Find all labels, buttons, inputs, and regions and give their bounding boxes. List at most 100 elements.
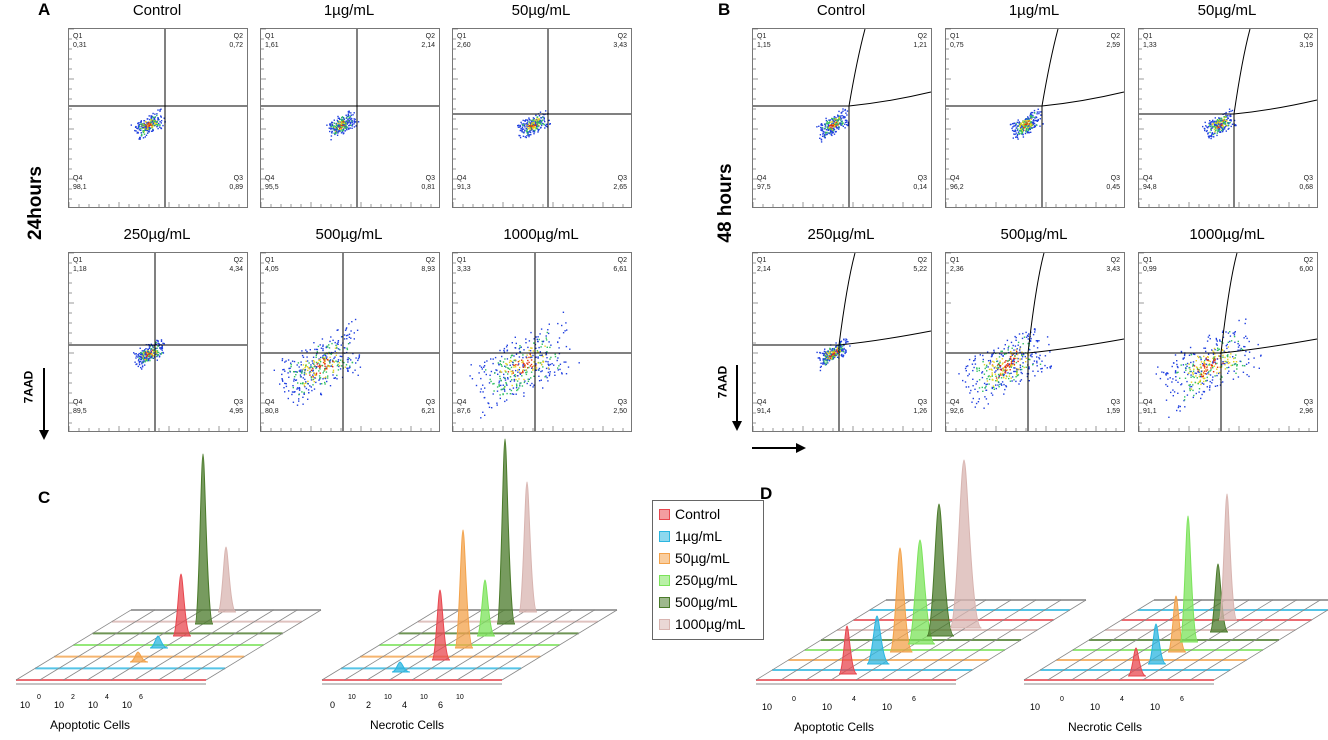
tick-c_right-5: 10 (420, 694, 428, 701)
quadrant-value-q1: 2,36 (950, 266, 964, 273)
legend-label: 1000µg/mL (675, 616, 746, 632)
flow-plot-a-0: Q1 0,31 Q2 0,72 Q4 98,1 Q3 0,89 (68, 28, 248, 208)
quadrant-name-q4: Q4 (950, 399, 960, 406)
flow-plot-a-1: Q1 1,61 Q2 2,14 Q4 95,5 Q3 0,81 (260, 28, 440, 208)
tick-c_left-1: 0 (37, 694, 41, 701)
quadrant-name-q4: Q4 (1143, 399, 1153, 406)
peak-c-left-1 (149, 635, 169, 649)
quadrant-value-q4: 91,4 (757, 408, 771, 415)
quadrant-name-q3: Q3 (917, 399, 927, 406)
panel-letter-d: D (760, 484, 773, 503)
quadrant-name-q2: Q2 (1303, 257, 1313, 264)
flow-plot-b-4: Q1 2,36 Q2 3,43 Q4 92,6 Q3 1,59 (945, 252, 1125, 432)
quadrant-name-q1: Q1 (950, 33, 960, 40)
quadrant-name-q4: Q4 (757, 175, 767, 182)
legend-swatch (659, 508, 670, 520)
quadrant-name-q3: Q3 (233, 175, 243, 182)
peak-d-left-control (838, 625, 858, 675)
quadrant-name-q2: Q2 (617, 33, 627, 40)
tick-d_left-5: 6 (912, 696, 916, 703)
plot-title-b-0: Control (816, 2, 866, 19)
flow-plot-a-2: Q1 2,60 Q2 3,43 Q4 91,3 Q3 2,65 (452, 28, 632, 208)
quadrant-name-q3: Q3 (1110, 175, 1120, 182)
legend-swatch (659, 574, 670, 586)
quadrant-value-q3: 1,59 (1106, 408, 1120, 415)
legend-label: 250µg/mL (675, 572, 738, 588)
legend-item-5: 1000µg/mL (659, 615, 745, 633)
panel-letter-a: A (38, 0, 51, 19)
peak-d-right-1000 (1218, 493, 1238, 621)
quadrant-name-q4: Q4 (265, 399, 275, 406)
quadrant-value-q4: 97,5 (757, 184, 771, 191)
peak-c-right-50 (454, 529, 474, 649)
d-left-xlabel: Apoptotic Cells (794, 720, 875, 734)
plot-title-b-1: 1µg/mL (1008, 2, 1060, 19)
quadrant-name-q1: Q1 (265, 257, 275, 264)
legend-item-4: 500µg/mL (659, 593, 738, 611)
quadrant-name-q3: Q3 (1303, 175, 1313, 182)
scatter-a-4 (260, 252, 439, 431)
c-left-xlabel: Apoptotic Cells (50, 718, 131, 732)
quadrant-name-q3: Q3 (425, 175, 435, 182)
tick-d_right-1: 0 (1060, 696, 1064, 703)
quadrant-name-q4: Q4 (73, 399, 83, 406)
tick-c_right-2: 2 (366, 700, 372, 710)
quadrant-name-q1: Q1 (757, 257, 767, 264)
peak-c-right-1000 (518, 481, 538, 613)
quadrant-name-q1: Q1 (265, 33, 275, 40)
peak-c-left-control (172, 573, 192, 637)
flow-plot-b-3: Q1 2,14 Q2 5,22 Q4 91,4 Q3 1,26 (752, 252, 932, 432)
tick-d_right-2: 10 (1090, 702, 1101, 712)
quadrant-name-q1: Q1 (457, 33, 467, 40)
quadrant-value-q3: 2,96 (1299, 408, 1313, 415)
tick-c_left-6: 10 (122, 700, 133, 710)
tick-c_right-4: 4 (402, 700, 408, 710)
tick-d_left-4: 10 (882, 702, 893, 712)
tick-d_left-2: 10 (822, 702, 833, 712)
quadrant-value-q4: 87,6 (457, 408, 471, 415)
scatter-b-3 (752, 252, 932, 431)
tick-c_right-6: 6 (438, 700, 444, 710)
quadrant-name-q2: Q2 (917, 257, 927, 264)
quadrant-name-q3: Q3 (233, 399, 243, 406)
quadrant-name-q2: Q2 (425, 257, 435, 264)
tick-d_right-3: 4 (1120, 696, 1124, 703)
quadrant-value-q3: 4,95 (229, 408, 243, 415)
tick-c_left-0: 10 (20, 700, 31, 710)
peak-c-right-500 (496, 438, 516, 625)
quadrant-value-q1: 2,60 (457, 42, 471, 49)
legend-item-1: 1µg/mL (659, 527, 722, 545)
peak-d-right-control (1127, 647, 1147, 677)
plot-title-b-5: 1000µg/mL (1189, 226, 1265, 243)
tick-c_left-4: 10 (88, 700, 99, 710)
quadrant-value-q2: 1,21 (913, 42, 927, 49)
peak-d-right-1 (1147, 623, 1167, 665)
legend-item-0: Control (659, 505, 720, 523)
quadrant-value-q3: 0,89 (229, 184, 243, 191)
scatter-b-2 (1138, 28, 1318, 207)
legend-label: Control (675, 506, 721, 522)
plot-title-a-5: 1000µg/mL (503, 226, 579, 243)
quadrant-name-q1: Q1 (1143, 257, 1153, 264)
quadrant-value-q3: 6,21 (421, 408, 435, 415)
quadrant-value-q1: 0,99 (1143, 266, 1157, 273)
quadrant-value-q2: 3,19 (1299, 42, 1313, 49)
scatter-a-3 (68, 252, 247, 431)
quadrant-name-q1: Q1 (73, 257, 83, 264)
flow-plot-b-5: Q1 0,99 Q2 6,00 Q4 91,1 Q3 2,96 (1138, 252, 1318, 432)
tick-c_left-7: 6 (139, 694, 143, 701)
quadrant-value-q1: 3,33 (457, 266, 471, 273)
quadrant-value-q4: 98,1 (73, 184, 87, 191)
quadrant-value-q4: 95,5 (265, 184, 279, 191)
legend-swatch (659, 530, 670, 542)
quadrant-value-q4: 91,1 (1143, 408, 1157, 415)
quadrant-name-q3: Q3 (617, 399, 627, 406)
legend-item-2: 50µg/mL (659, 549, 730, 567)
plot-title-a-4: 500µg/mL (315, 226, 383, 243)
quadrant-name-q4: Q4 (73, 175, 83, 182)
peak-c-left-50 (129, 651, 149, 663)
legend-label: 500µg/mL (675, 594, 738, 610)
plot-title-b-2: 50µg/mL (1197, 2, 1257, 19)
grid-c-left (15, 609, 322, 685)
